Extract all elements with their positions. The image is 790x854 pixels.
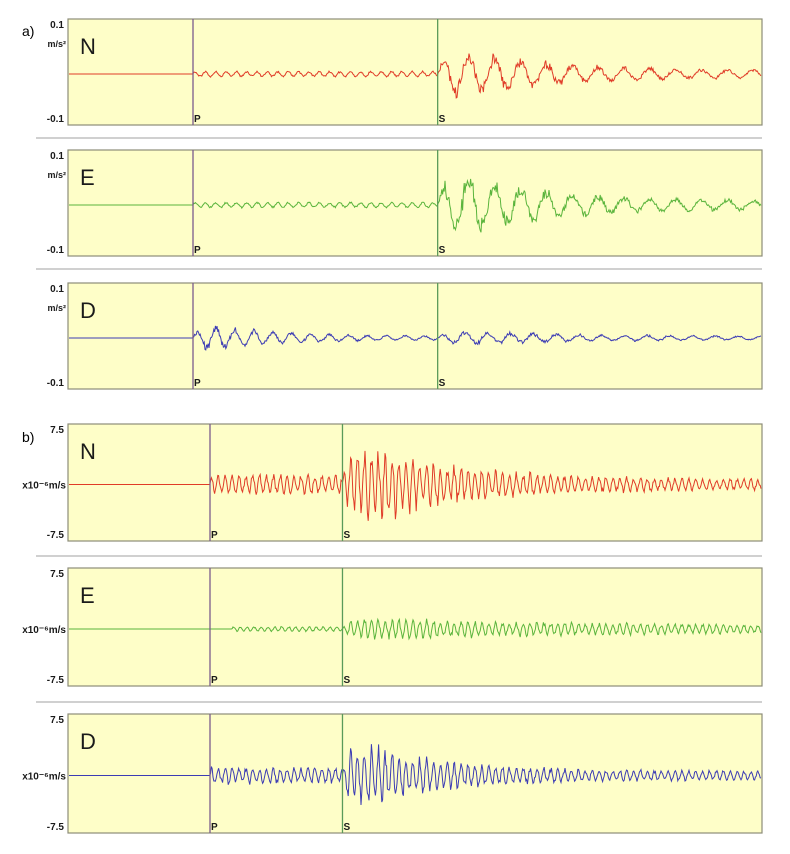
y-tick-label-top: 0.1 — [50, 284, 64, 295]
y-tick-label-bottom: -7.5 — [47, 530, 65, 541]
panel-b-E: P S E 7.5 -7.5 x10⁻⁶m/s — [22, 567, 763, 687]
waveform-line-D — [69, 325, 762, 351]
y-tick-label-bottom: -0.1 — [47, 378, 65, 389]
component-label: N — [80, 439, 96, 464]
panel-b-N: P S N 7.5 -7.5 x10⁻⁶m/s — [22, 423, 763, 542]
panel-a-E: P S E 0.1 -0.1 m/s² — [47, 149, 763, 257]
section-label-a: a) — [22, 23, 34, 39]
unit-label: x10⁻⁶m/s — [22, 625, 66, 636]
y-tick-label-top: 7.5 — [50, 425, 64, 436]
y-tick-label-top: 0.1 — [50, 151, 64, 162]
panel-frame — [67, 149, 763, 257]
marker-label-P: P — [211, 530, 218, 541]
waveform-line-N — [69, 450, 762, 521]
marker-label-S: S — [343, 675, 350, 686]
y-tick-label-bottom: -0.1 — [47, 245, 65, 256]
waveform-line-E — [69, 617, 762, 641]
component-label: D — [80, 729, 96, 754]
component-label: D — [80, 298, 96, 323]
marker-label-S: S — [439, 114, 446, 125]
unit-label: m/s² — [47, 39, 66, 49]
panel-a-D: P S D 0.1 -0.1 m/s² — [47, 282, 763, 390]
component-label: E — [80, 165, 95, 190]
panel-frame — [67, 282, 763, 390]
waveform-line-N — [69, 53, 762, 99]
panel-b-D: P S D 7.5 -7.5 x10⁻⁶m/s — [22, 713, 763, 834]
unit-label: x10⁻⁶m/s — [22, 481, 66, 492]
panel-a-N: P S N 0.1 -0.1 m/s² — [47, 18, 763, 126]
panel-frame — [67, 18, 763, 126]
unit-label: x10⁻⁶m/s — [22, 772, 66, 783]
y-tick-label-bottom: -0.1 — [47, 114, 65, 125]
marker-label-S: S — [343, 822, 350, 833]
unit-label: m/s² — [47, 170, 66, 180]
marker-label-P: P — [194, 245, 201, 256]
marker-label-P: P — [194, 114, 201, 125]
marker-label-S: S — [439, 378, 446, 389]
y-tick-label-top: 7.5 — [50, 715, 64, 726]
marker-label-S: S — [439, 245, 446, 256]
waveform-line-E — [69, 178, 762, 233]
waveform-line-D — [69, 744, 762, 806]
unit-label: m/s² — [47, 303, 66, 313]
panel-frame — [67, 713, 763, 834]
marker-label-P: P — [211, 675, 218, 686]
y-tick-label-top: 7.5 — [50, 569, 64, 580]
y-tick-label-top: 0.1 — [50, 20, 64, 31]
component-label: N — [80, 34, 96, 59]
section-label-b: b) — [22, 429, 34, 445]
marker-label-P: P — [211, 822, 218, 833]
component-label: E — [80, 583, 95, 608]
marker-label-P: P — [194, 378, 201, 389]
y-tick-label-bottom: -7.5 — [47, 675, 65, 686]
y-tick-label-bottom: -7.5 — [47, 822, 65, 833]
marker-label-S: S — [343, 530, 350, 541]
